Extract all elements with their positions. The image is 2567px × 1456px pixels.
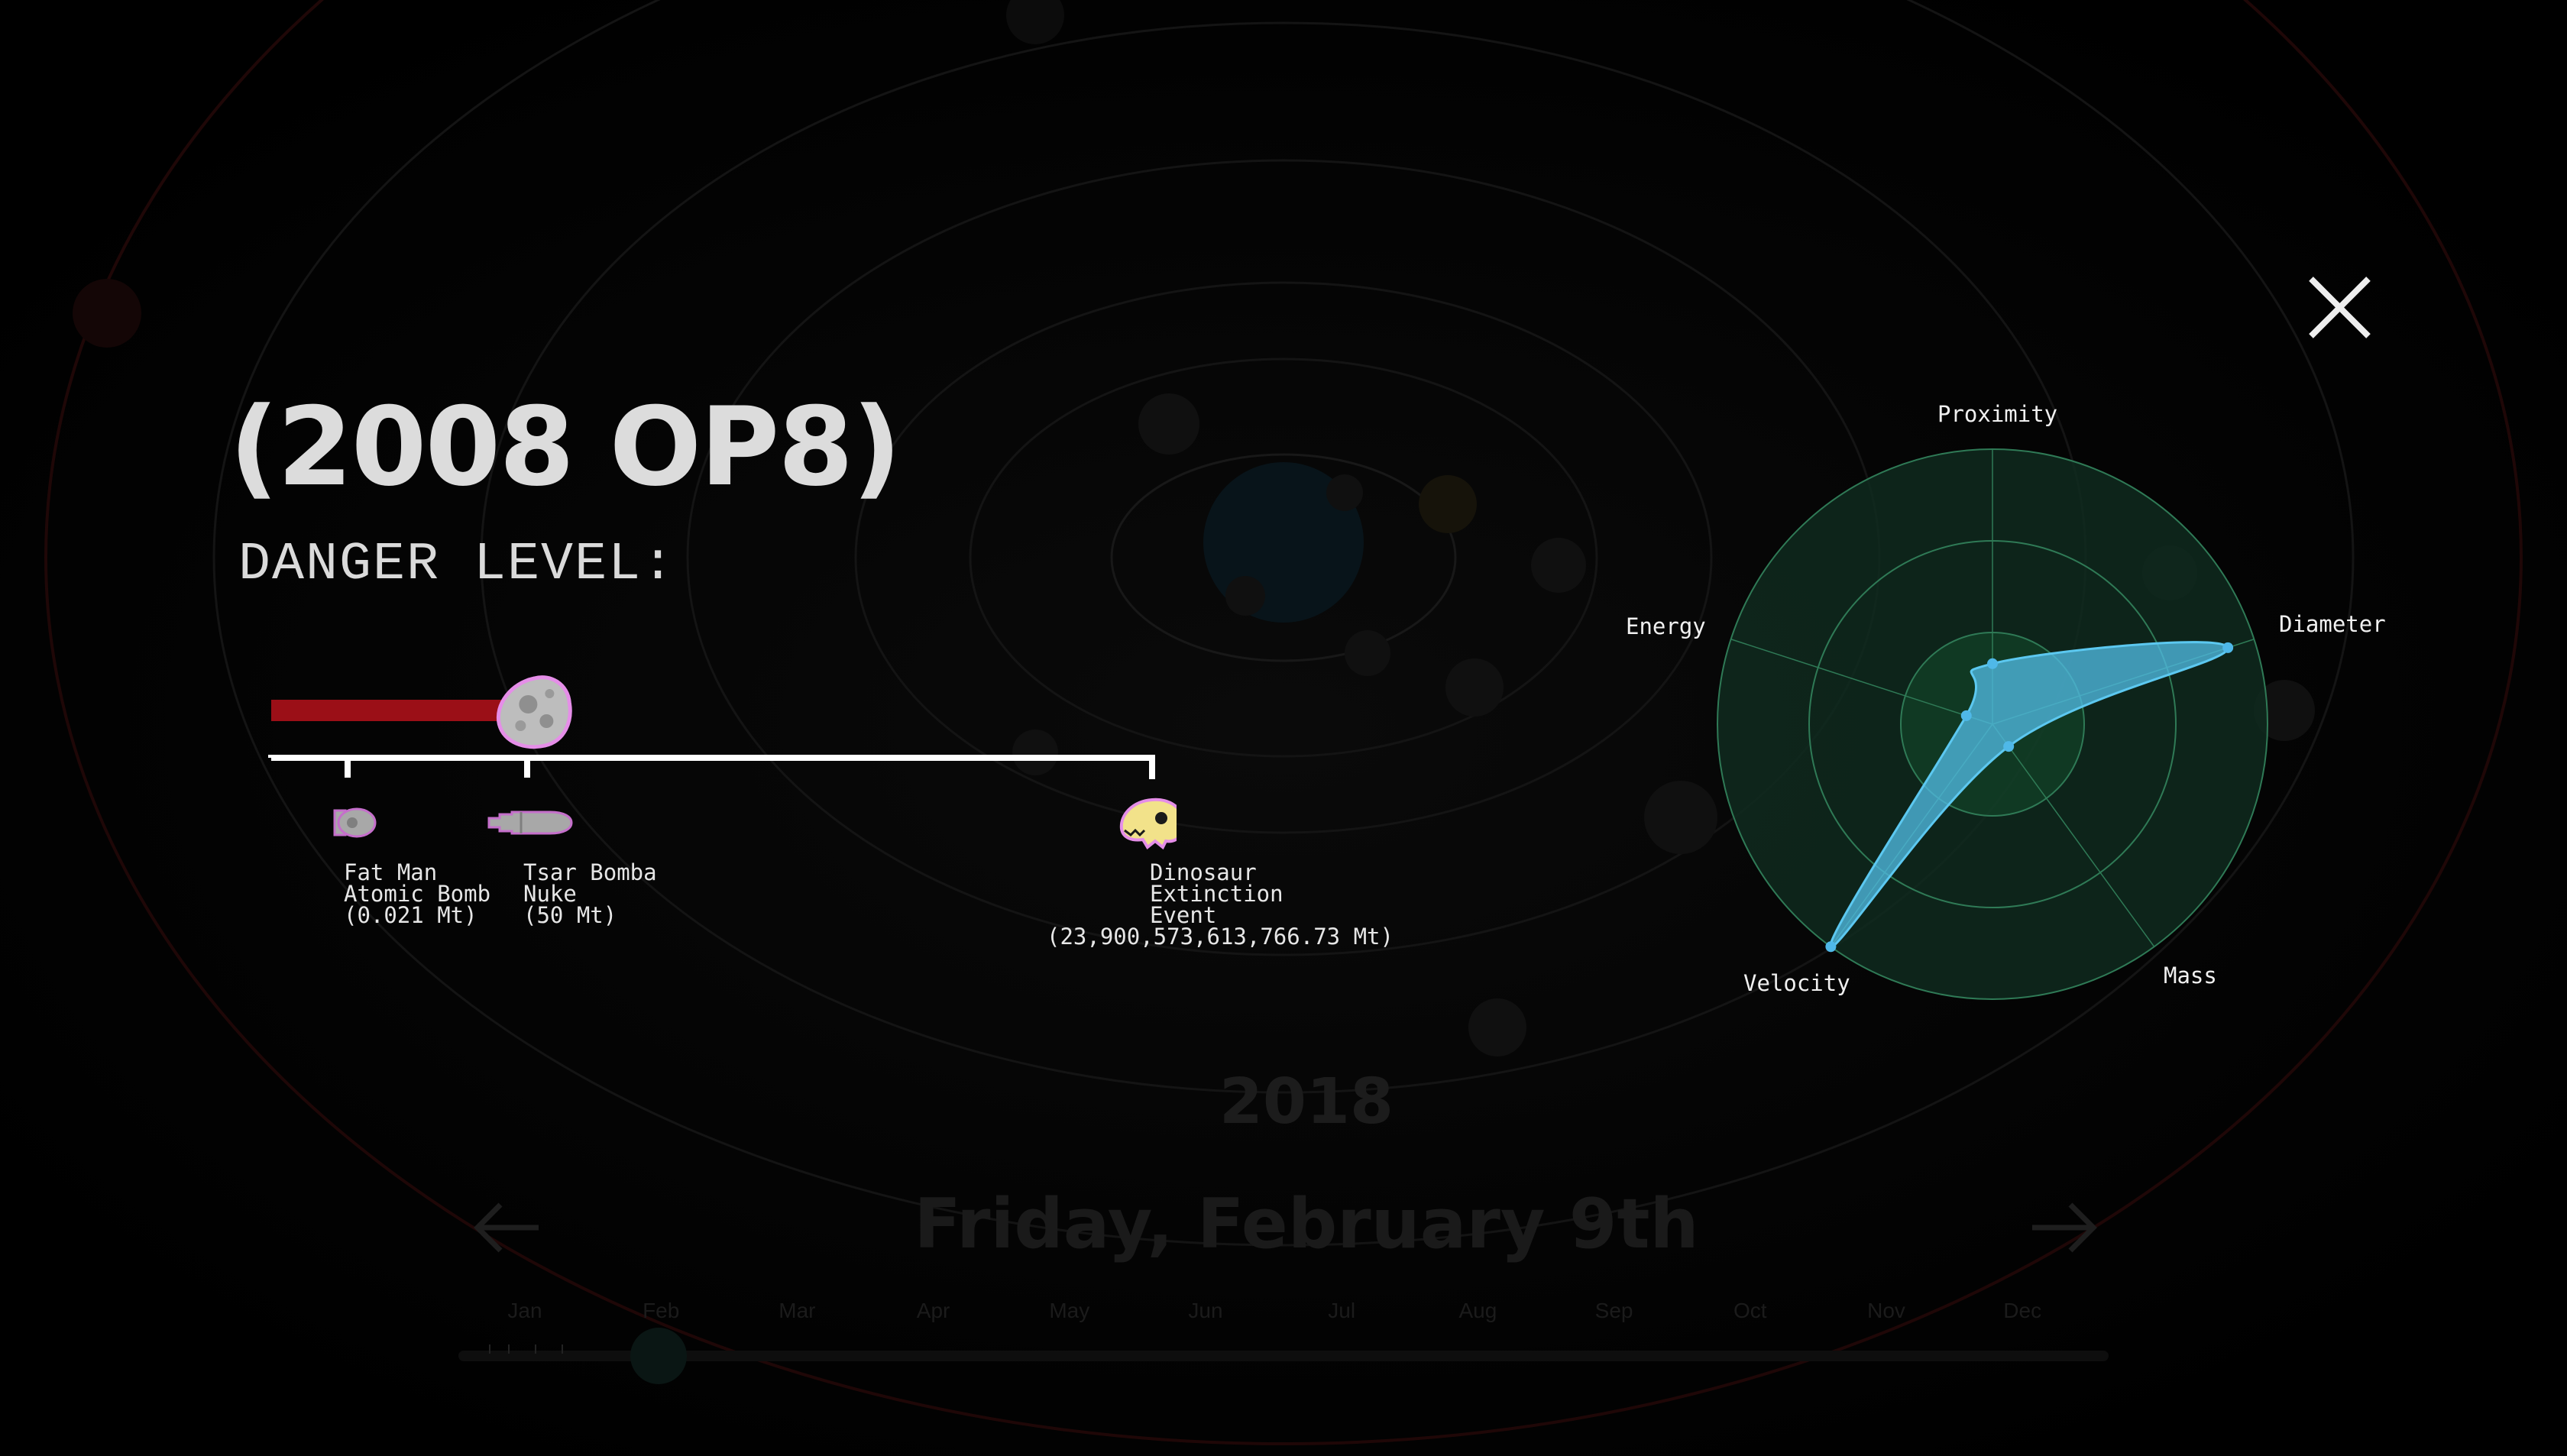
danger-level-bar <box>271 700 512 721</box>
timeline-months: Jan Feb Mar Apr May Jun Jul Aug Sep Oct Nov Dec <box>489 1299 2070 1329</box>
timeline-tick <box>508 1344 510 1354</box>
radar-axis-line <box>1992 723 2155 947</box>
arrow-left-icon[interactable] <box>470 1201 546 1254</box>
asteroid-name-title: (2008 OP8) <box>229 384 902 510</box>
fat-man-yield: (0.021 Mt) <box>344 902 477 928</box>
marker-label-tsar-bomba: Tsar Bomba Nuke (50 Mt) <box>523 859 657 928</box>
arrow-right-icon[interactable] <box>2025 1201 2101 1254</box>
radar-axis-label-velocity: Velocity <box>1743 970 1850 996</box>
timeline-month-jan[interactable]: Jan <box>507 1299 542 1322</box>
dinosaur-skull-icon <box>1119 798 1177 850</box>
radar-point-diameter <box>2222 642 2234 653</box>
tsar-bomba-yield: (50 Mt) <box>523 902 617 928</box>
danger-scale-axis <box>268 755 1155 779</box>
timeline-month-jul[interactable]: Jul <box>1328 1299 1356 1322</box>
timeline-month-apr[interactable]: Apr <box>916 1299 950 1322</box>
marker-label-dinosaur: Dinosaur Extinction Event (23,900,573,613… <box>1047 859 1394 948</box>
tsar-bomba-name: Tsar Bomba <box>523 859 657 885</box>
timeline-month-feb[interactable]: Feb <box>643 1299 680 1322</box>
timeline-date: Friday, February 9th <box>914 1184 1699 1264</box>
timeline-month-mar[interactable]: Mar <box>779 1299 816 1322</box>
timeline-slider-track[interactable] <box>458 1351 2109 1361</box>
dinosaur-type-2: Event <box>1150 902 1217 928</box>
timeline-month-may[interactable]: May <box>1049 1299 1090 1322</box>
dinosaur-type: Extinction <box>1150 881 1284 907</box>
timeline-month-dec[interactable]: Dec <box>2003 1299 2042 1322</box>
timeline-month-aug[interactable]: Aug <box>1458 1299 1497 1322</box>
danger-level-scale <box>268 675 1177 850</box>
danger-level-label: DANGER LEVEL: <box>238 535 676 595</box>
tsar-bomba-type: Nuke <box>523 881 577 907</box>
radar-axis-label-proximity: Proximity <box>1937 401 2058 427</box>
radar-point-energy <box>1960 710 1972 721</box>
timeline-tick <box>535 1344 536 1354</box>
radar-axis-label-energy: Energy <box>1626 613 1706 639</box>
fat-man-type: Atomic Bomb <box>344 881 491 907</box>
dinosaur-yield: (23,900,573,613,766.73 Mt) <box>1047 924 1394 950</box>
timeline-year: 2018 <box>1219 1066 1394 1138</box>
timeline-slider-handle[interactable] <box>630 1328 687 1384</box>
danger-radar-chart <box>1717 448 2268 1000</box>
radar-point-velocity <box>1825 941 1837 953</box>
timeline-month-oct[interactable]: Oct <box>1733 1299 1767 1322</box>
nuke-icon <box>487 811 573 835</box>
timeline-month-sep[interactable]: Sep <box>1594 1299 1633 1322</box>
timeline-tick <box>562 1344 563 1354</box>
timeline-month-nov[interactable]: Nov <box>1867 1299 1905 1322</box>
marker-label-fat-man: Fat Man Atomic Bomb (0.021 Mt) <box>344 859 491 928</box>
bomb-icon <box>333 807 377 838</box>
close-icon[interactable] <box>2296 264 2376 344</box>
radar-point-mass <box>2003 741 2015 752</box>
timeline-month-jun[interactable]: Jun <box>1188 1299 1223 1322</box>
timeline-tick <box>489 1344 490 1354</box>
radar-data-shape <box>1825 641 2234 953</box>
radar-axis-line <box>1730 639 1993 725</box>
radar-axis-label-mass: Mass <box>2164 963 2217 988</box>
radar-point-proximity <box>1987 658 1998 669</box>
radar-axis-label-diameter: Diameter <box>2279 611 2386 637</box>
dinosaur-name: Dinosaur <box>1150 859 1257 885</box>
asteroid-icon <box>496 675 572 749</box>
fat-man-name: Fat Man <box>344 859 438 885</box>
